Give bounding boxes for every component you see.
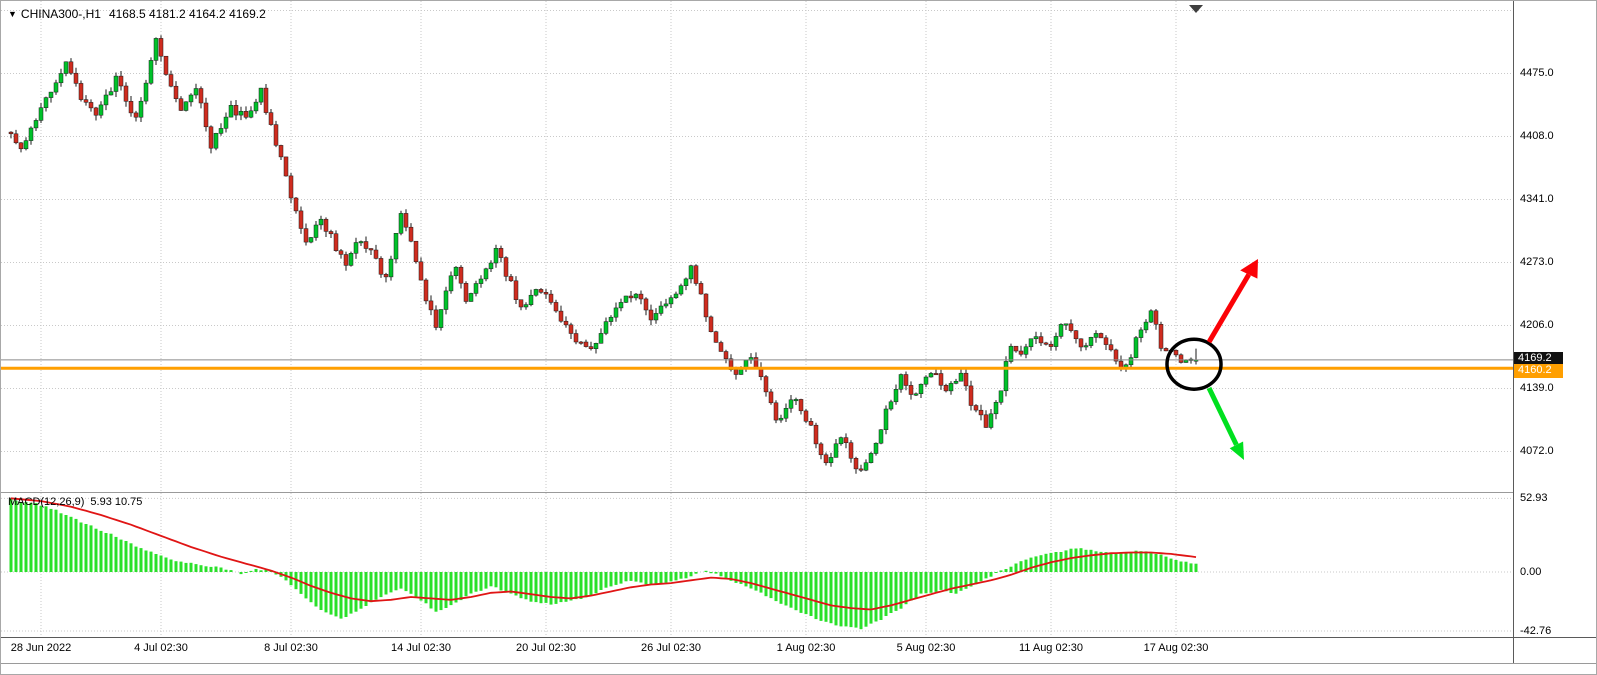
macd-grid (1, 493, 1513, 636)
macd-indicator-pane[interactable] (1, 493, 1513, 636)
macd-axis-label: 0.00 (1520, 566, 1542, 578)
time-axis-separator (1, 637, 1596, 638)
price-axis-label: 4206.0 (1520, 319, 1554, 331)
time-axis-label: 5 Aug 02:30 (896, 642, 956, 654)
chart-shift-marker[interactable] (1189, 5, 1203, 13)
time-axis-label: 14 Jul 02:30 (391, 642, 451, 654)
price-axis-label: 4072.0 (1520, 445, 1554, 457)
pane-separator[interactable] (1, 492, 1513, 493)
main-grid (1, 1, 1513, 493)
arrow-down-head-icon[interactable] (1229, 441, 1244, 461)
time-axis-label: 8 Jul 02:30 (264, 642, 318, 654)
arrow-up-shaft[interactable] (1206, 273, 1251, 344)
macd-label: MACD(12,26,9) 5.93 10.75 (8, 496, 142, 508)
main-price-chart[interactable] (1, 1, 1513, 493)
chart-header: ▼ CHINA300-,H1 4168.5 4181.2 4164.2 4169.2 (8, 7, 266, 21)
highlight-circle[interactable] (1165, 337, 1223, 391)
ohlc-marker-icon: ▼ (8, 9, 17, 19)
time-axis-label: 1 Aug 02:30 (776, 642, 836, 654)
time-axis-label: 28 Jun 2022 (10, 642, 72, 654)
price-axis[interactable]: 4475.0 4408.0 4341.0 4273.0 4206.0 4139.0 4072… (1513, 1, 1596, 637)
bottom-separator (1, 663, 1596, 664)
time-axis-label: 26 Jul 02:30 (641, 642, 701, 654)
horizontal-line-price-tag: 4160.2 (1514, 364, 1563, 378)
symbol-timeframe-label: CHINA300-,H1 (20, 7, 101, 21)
time-axis-label: 17 Aug 02:30 (1143, 642, 1209, 654)
candlestick-series (8, 35, 1199, 474)
arrow-up-head-icon[interactable] (1240, 259, 1258, 279)
price-axis-label: 4341.0 (1520, 193, 1554, 205)
macd-indicator-name: MACD(12,26,9) (8, 496, 85, 508)
chart-annotations (1165, 259, 1258, 461)
price-axis-label: 4408.0 (1520, 130, 1554, 142)
time-axis-label: 20 Jul 02:30 (516, 642, 576, 654)
time-axis-label: 4 Jul 02:30 (134, 642, 188, 654)
time-axis-label: 11 Aug 02:30 (1018, 642, 1084, 654)
macd-histogram (9, 499, 1198, 630)
price-axis-label: 4475.0 (1520, 67, 1554, 79)
ohlc-values: 4168.5 4181.2 4164.2 4169.2 (108, 7, 266, 21)
arrow-down-shaft[interactable] (1206, 386, 1239, 446)
price-axis-label: 4273.0 (1520, 256, 1554, 268)
axis-separator (1513, 1, 1514, 663)
price-axis-label: 4139.0 (1520, 382, 1554, 394)
macd-indicator-values: 5.93 10.75 (90, 496, 143, 508)
macd-signal-line (10, 497, 1197, 611)
time-axis[interactable]: 28 Jun 2022 4 Jul 02:30 8 Jul 02:30 14 Jul … (1, 638, 1513, 663)
macd-axis-label: 52.93 (1520, 492, 1548, 504)
bid-price-tag: 4169.2 (1514, 352, 1563, 366)
macd-axis-label: -42.76 (1520, 625, 1552, 637)
